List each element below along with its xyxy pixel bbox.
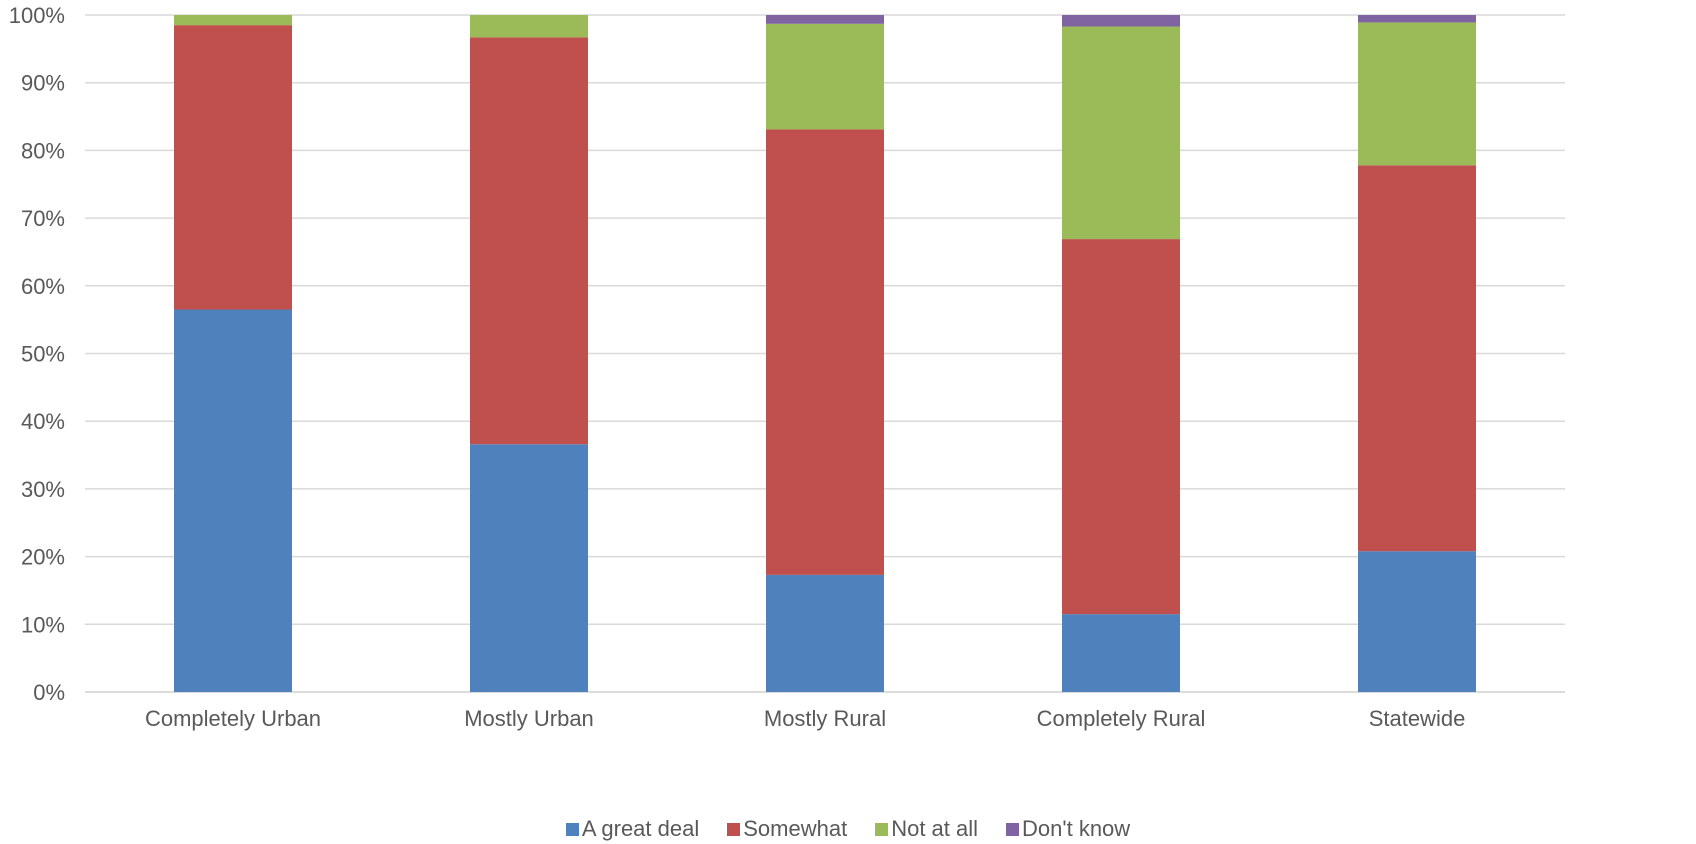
y-tick-label: 20% xyxy=(21,545,65,570)
legend-swatch xyxy=(875,822,889,836)
y-tick-label: 50% xyxy=(21,342,65,367)
bar-segment xyxy=(766,15,884,24)
legend-label: A great deal xyxy=(581,816,700,841)
bar-segment xyxy=(766,23,884,130)
bar-segment xyxy=(766,574,884,692)
legend-swatch xyxy=(1006,822,1020,836)
y-tick-label: 80% xyxy=(21,138,65,163)
bar-segment xyxy=(1358,551,1476,692)
category-label: Statewide xyxy=(1369,706,1466,731)
y-tick-label: 100% xyxy=(9,3,65,28)
y-tick-label: 70% xyxy=(21,206,65,231)
legend-swatch xyxy=(565,822,579,836)
legend-label: Not at all xyxy=(891,816,979,841)
y-tick-label: 0% xyxy=(33,680,65,705)
legend-item: Not at all xyxy=(875,816,978,842)
y-tick-label: 60% xyxy=(21,274,65,299)
chart-legend: A great deal Somewhat Not at all Don't know xyxy=(0,814,1696,844)
y-tick-label: 90% xyxy=(21,71,65,96)
bar-segment xyxy=(1062,15,1180,27)
y-tick-label: 40% xyxy=(21,409,65,434)
legend-item: Don't know xyxy=(1006,816,1130,842)
bar-segment xyxy=(470,444,588,692)
legend-item: Somewhat xyxy=(727,816,847,842)
bar-segment xyxy=(174,25,292,310)
category-label: Completely Rural xyxy=(1037,706,1206,731)
bar-segment xyxy=(766,129,884,575)
bar-segment xyxy=(470,15,588,38)
legend-label: Somewhat xyxy=(743,816,848,841)
legend-swatch xyxy=(727,822,741,836)
bar-segment xyxy=(174,309,292,692)
category-label: Mostly Urban xyxy=(464,706,594,731)
category-label: Mostly Rural xyxy=(764,706,886,731)
category-label: Completely Urban xyxy=(145,706,321,731)
bar-segment xyxy=(1062,26,1180,240)
legend-label: Don't know xyxy=(1022,816,1131,841)
legend-item: A great deal xyxy=(565,816,700,842)
bar-segment xyxy=(1062,614,1180,692)
bar-segment xyxy=(1358,15,1476,23)
bar-segment xyxy=(1062,239,1180,615)
bar-segment xyxy=(1358,22,1476,166)
chart-plot: 0% 10% 20% 30% 40% 50% 60% 70% 80% 90% 100% Complet… xyxy=(9,3,1565,731)
bar-segment xyxy=(470,37,588,445)
bar-segment xyxy=(1358,165,1476,552)
y-tick-label: 10% xyxy=(21,612,65,637)
y-tick-label: 30% xyxy=(21,477,65,502)
bar-segment xyxy=(174,15,292,26)
